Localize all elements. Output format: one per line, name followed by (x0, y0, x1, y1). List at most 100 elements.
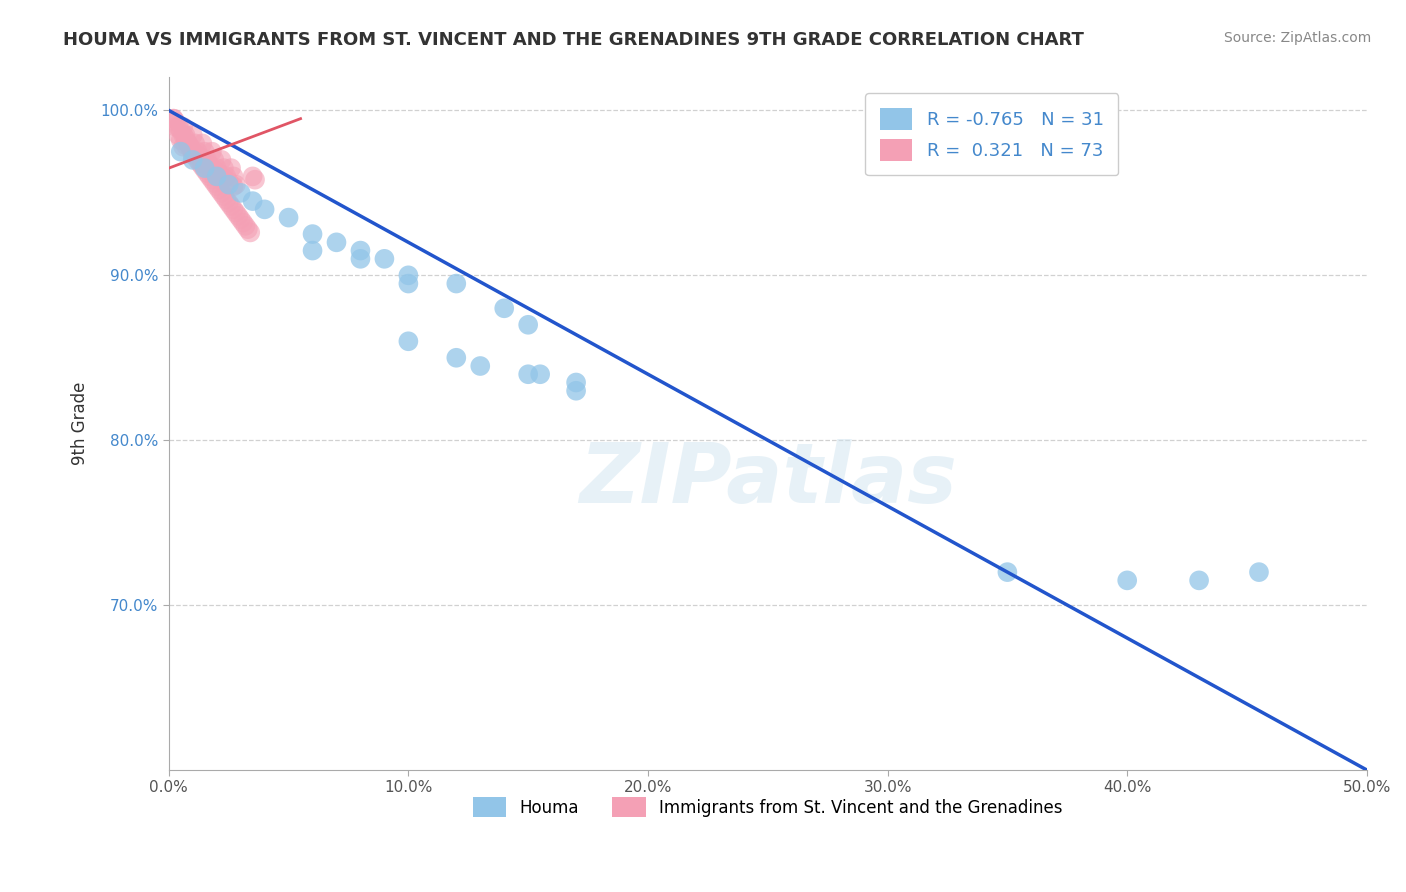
Point (172, 139, 194, 153)
Point (211, 172, 233, 186)
Point (218, 195, 240, 210)
Point (1247, 565, 1270, 579)
Point (205, 169, 228, 184)
Point (222, 169, 245, 184)
Point (229, 212, 252, 227)
Point (195, 153, 218, 167)
Text: Source: ZipAtlas.com: Source: ZipAtlas.com (1223, 31, 1371, 45)
Point (373, 252, 395, 266)
Point (229, 186, 252, 200)
Point (184, 148, 207, 162)
Point (172, 128, 194, 143)
Point (208, 183, 231, 197)
Point (446, 277, 468, 291)
Point (170, 123, 193, 137)
Point (349, 244, 371, 258)
Point (174, 138, 197, 153)
Point (396, 277, 419, 291)
Point (253, 202, 276, 217)
Point (1116, 574, 1139, 588)
Point (517, 368, 540, 382)
Point (301, 244, 323, 258)
Point (177, 136, 200, 151)
Point (225, 205, 247, 219)
Point (222, 179, 245, 194)
Point (186, 145, 208, 159)
Point (188, 150, 211, 164)
Point (181, 153, 204, 167)
Point (181, 128, 204, 143)
Point (1188, 574, 1211, 588)
Point (170, 133, 193, 147)
Point (201, 145, 224, 159)
Point (211, 153, 233, 167)
Point (212, 171, 235, 186)
Point (188, 156, 211, 170)
Point (177, 136, 200, 151)
Point (174, 128, 197, 143)
Point (167, 120, 190, 134)
Point (202, 162, 225, 177)
Point (201, 164, 224, 178)
Y-axis label: 9th Grade: 9th Grade (72, 382, 89, 466)
Point (165, 120, 187, 134)
Point (205, 161, 228, 175)
Point (517, 318, 540, 332)
Point (349, 252, 371, 266)
Point (242, 194, 264, 208)
Point (208, 166, 231, 180)
Point (565, 376, 588, 390)
Point (225, 178, 247, 192)
Point (184, 136, 207, 151)
Point (211, 186, 233, 200)
Point (236, 222, 259, 236)
Point (396, 334, 419, 349)
Point (162, 112, 184, 126)
Point (235, 219, 257, 233)
Point (226, 209, 249, 223)
Point (205, 179, 228, 194)
Point (212, 189, 235, 203)
Point (202, 153, 225, 167)
Point (325, 235, 347, 250)
Point (184, 146, 207, 161)
Point (219, 161, 242, 175)
Point (179, 141, 201, 155)
Legend: Houma, Immigrants from St. Vincent and the Grenadines: Houma, Immigrants from St. Vincent and t… (467, 790, 1070, 824)
Point (181, 148, 204, 162)
Point (191, 160, 214, 174)
Point (162, 112, 184, 126)
Text: ZIPatlas: ZIPatlas (579, 439, 956, 520)
Point (529, 368, 551, 382)
Point (191, 136, 214, 151)
Point (396, 268, 419, 283)
Point (191, 156, 214, 170)
Point (198, 158, 221, 172)
Point (181, 145, 204, 159)
Point (218, 178, 240, 192)
Point (202, 176, 225, 190)
Point (194, 154, 217, 169)
Point (172, 120, 194, 134)
Point (170, 145, 193, 159)
Point (194, 145, 217, 159)
Point (494, 301, 516, 316)
Point (198, 169, 221, 184)
Point (179, 139, 201, 153)
Point (194, 162, 217, 177)
Point (165, 115, 187, 129)
Point (997, 565, 1019, 579)
Point (446, 351, 468, 365)
Point (222, 202, 245, 217)
Point (212, 161, 235, 175)
Point (201, 172, 224, 186)
Point (470, 359, 492, 373)
Point (219, 199, 242, 213)
Point (565, 384, 588, 398)
Point (232, 215, 254, 229)
Point (215, 193, 238, 207)
Point (218, 174, 240, 188)
Point (239, 226, 262, 240)
Point (174, 131, 197, 145)
Point (301, 227, 323, 241)
